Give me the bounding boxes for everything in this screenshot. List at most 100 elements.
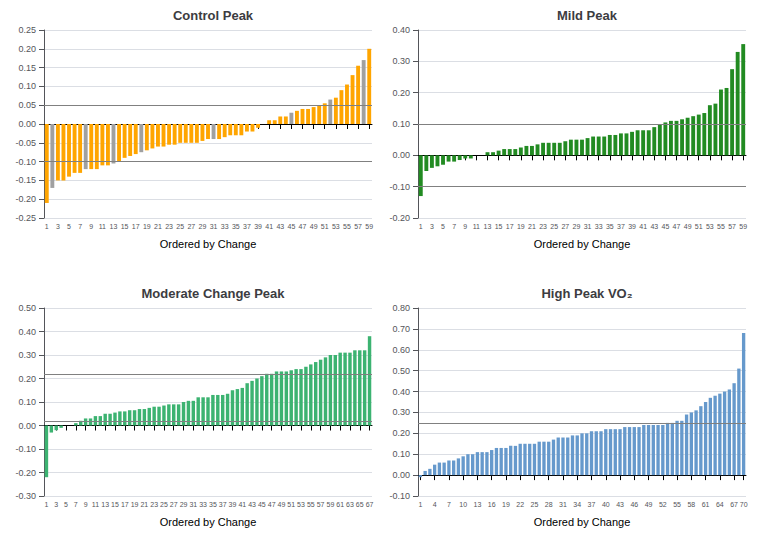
svg-text:11: 11	[99, 223, 106, 230]
svg-text:15: 15	[121, 223, 129, 230]
svg-text:25: 25	[550, 223, 558, 230]
svg-text:57: 57	[317, 501, 325, 508]
svg-text:39: 39	[254, 223, 262, 230]
svg-text:65: 65	[356, 501, 364, 508]
svg-text:3: 3	[430, 223, 434, 230]
svg-text:7: 7	[447, 501, 451, 508]
svg-text:7: 7	[78, 223, 82, 230]
svg-text:9: 9	[84, 501, 88, 508]
svg-text:-0.20: -0.20	[15, 194, 36, 204]
svg-text:-0.10: -0.10	[389, 491, 410, 501]
svg-text:19: 19	[517, 223, 525, 230]
svg-text:0.50: 0.50	[392, 366, 410, 376]
svg-text:35: 35	[209, 501, 217, 508]
svg-text:Control Peak: Control Peak	[173, 8, 254, 23]
svg-text:25: 25	[160, 501, 168, 508]
svg-text:4: 4	[433, 501, 437, 508]
svg-text:0.00: 0.00	[18, 119, 36, 129]
svg-text:-0.05: -0.05	[15, 138, 36, 148]
svg-text:33: 33	[199, 501, 207, 508]
svg-text:43: 43	[616, 501, 624, 508]
svg-text:0.00: 0.00	[392, 470, 410, 480]
svg-text:1: 1	[44, 501, 48, 508]
svg-text:9: 9	[89, 223, 93, 230]
svg-text:35: 35	[606, 223, 614, 230]
svg-text:-0.15: -0.15	[15, 175, 36, 185]
svg-text:21: 21	[154, 223, 162, 230]
svg-text:33: 33	[595, 223, 603, 230]
svg-text:59: 59	[326, 501, 334, 508]
svg-text:7: 7	[452, 223, 456, 230]
svg-text:59: 59	[365, 223, 373, 230]
svg-text:5: 5	[67, 223, 71, 230]
svg-text:55: 55	[717, 223, 725, 230]
svg-text:0.40: 0.40	[18, 327, 36, 337]
svg-text:0.10: 0.10	[18, 81, 36, 91]
svg-text:23: 23	[165, 223, 173, 230]
svg-text:0.10: 0.10	[392, 119, 410, 129]
svg-text:47: 47	[268, 501, 276, 508]
svg-text:0.00: 0.00	[392, 150, 410, 160]
svg-text:45: 45	[661, 223, 669, 230]
svg-text:-0.30: -0.30	[15, 491, 36, 501]
svg-text:29: 29	[180, 501, 188, 508]
svg-text:63: 63	[346, 501, 354, 508]
svg-text:41: 41	[265, 223, 273, 230]
svg-text:37: 37	[588, 501, 596, 508]
svg-text:0.10: 0.10	[18, 397, 36, 407]
svg-text:13: 13	[101, 501, 109, 508]
svg-text:25: 25	[531, 501, 539, 508]
svg-text:17: 17	[506, 223, 514, 230]
svg-text:43: 43	[248, 501, 256, 508]
svg-text:0.10: 0.10	[392, 449, 410, 459]
svg-text:3: 3	[54, 501, 58, 508]
svg-text:31: 31	[559, 501, 567, 508]
svg-text:49: 49	[645, 501, 653, 508]
svg-text:16: 16	[488, 501, 496, 508]
svg-text:46: 46	[630, 501, 638, 508]
svg-text:43: 43	[650, 223, 658, 230]
svg-text:17: 17	[121, 501, 129, 508]
svg-text:1: 1	[418, 501, 422, 508]
svg-text:9: 9	[463, 223, 467, 230]
svg-text:67: 67	[730, 501, 738, 508]
svg-text:0.30: 0.30	[392, 407, 410, 417]
svg-text:31: 31	[189, 501, 197, 508]
svg-text:47: 47	[673, 223, 681, 230]
svg-text:Ordered by Change: Ordered by Change	[160, 238, 257, 250]
svg-text:43: 43	[276, 223, 284, 230]
svg-text:0.30: 0.30	[18, 350, 36, 360]
svg-text:61: 61	[702, 501, 710, 508]
svg-text:21: 21	[528, 223, 536, 230]
svg-text:27: 27	[170, 501, 178, 508]
svg-text:0.15: 0.15	[18, 63, 36, 73]
svg-text:57: 57	[728, 223, 736, 230]
svg-text:0.20: 0.20	[18, 44, 36, 54]
svg-text:37: 37	[219, 501, 227, 508]
svg-text:0.40: 0.40	[392, 387, 410, 397]
svg-text:-0.20: -0.20	[389, 213, 410, 223]
svg-text:1: 1	[419, 223, 423, 230]
svg-text:27: 27	[561, 223, 569, 230]
svg-text:51: 51	[287, 501, 295, 508]
svg-text:31: 31	[584, 223, 592, 230]
svg-text:Ordered by Change: Ordered by Change	[534, 516, 631, 528]
svg-text:11: 11	[473, 223, 480, 230]
svg-text:53: 53	[332, 223, 340, 230]
svg-text:49: 49	[684, 223, 692, 230]
svg-text:19: 19	[131, 501, 139, 508]
svg-text:40: 40	[602, 501, 610, 508]
svg-text:13: 13	[484, 223, 492, 230]
svg-text:-0.25: -0.25	[15, 213, 36, 223]
svg-text:5: 5	[441, 223, 445, 230]
svg-text:53: 53	[706, 223, 714, 230]
svg-text:49: 49	[278, 501, 286, 508]
svg-text:7: 7	[74, 501, 78, 508]
svg-text:58: 58	[687, 501, 695, 508]
svg-text:5: 5	[64, 501, 68, 508]
svg-text:21: 21	[140, 501, 148, 508]
svg-text:0.25: 0.25	[18, 25, 36, 35]
svg-text:Ordered by Change: Ordered by Change	[534, 238, 631, 250]
svg-text:High Peak VO₂: High Peak VO₂	[541, 286, 632, 301]
svg-text:45: 45	[287, 223, 295, 230]
